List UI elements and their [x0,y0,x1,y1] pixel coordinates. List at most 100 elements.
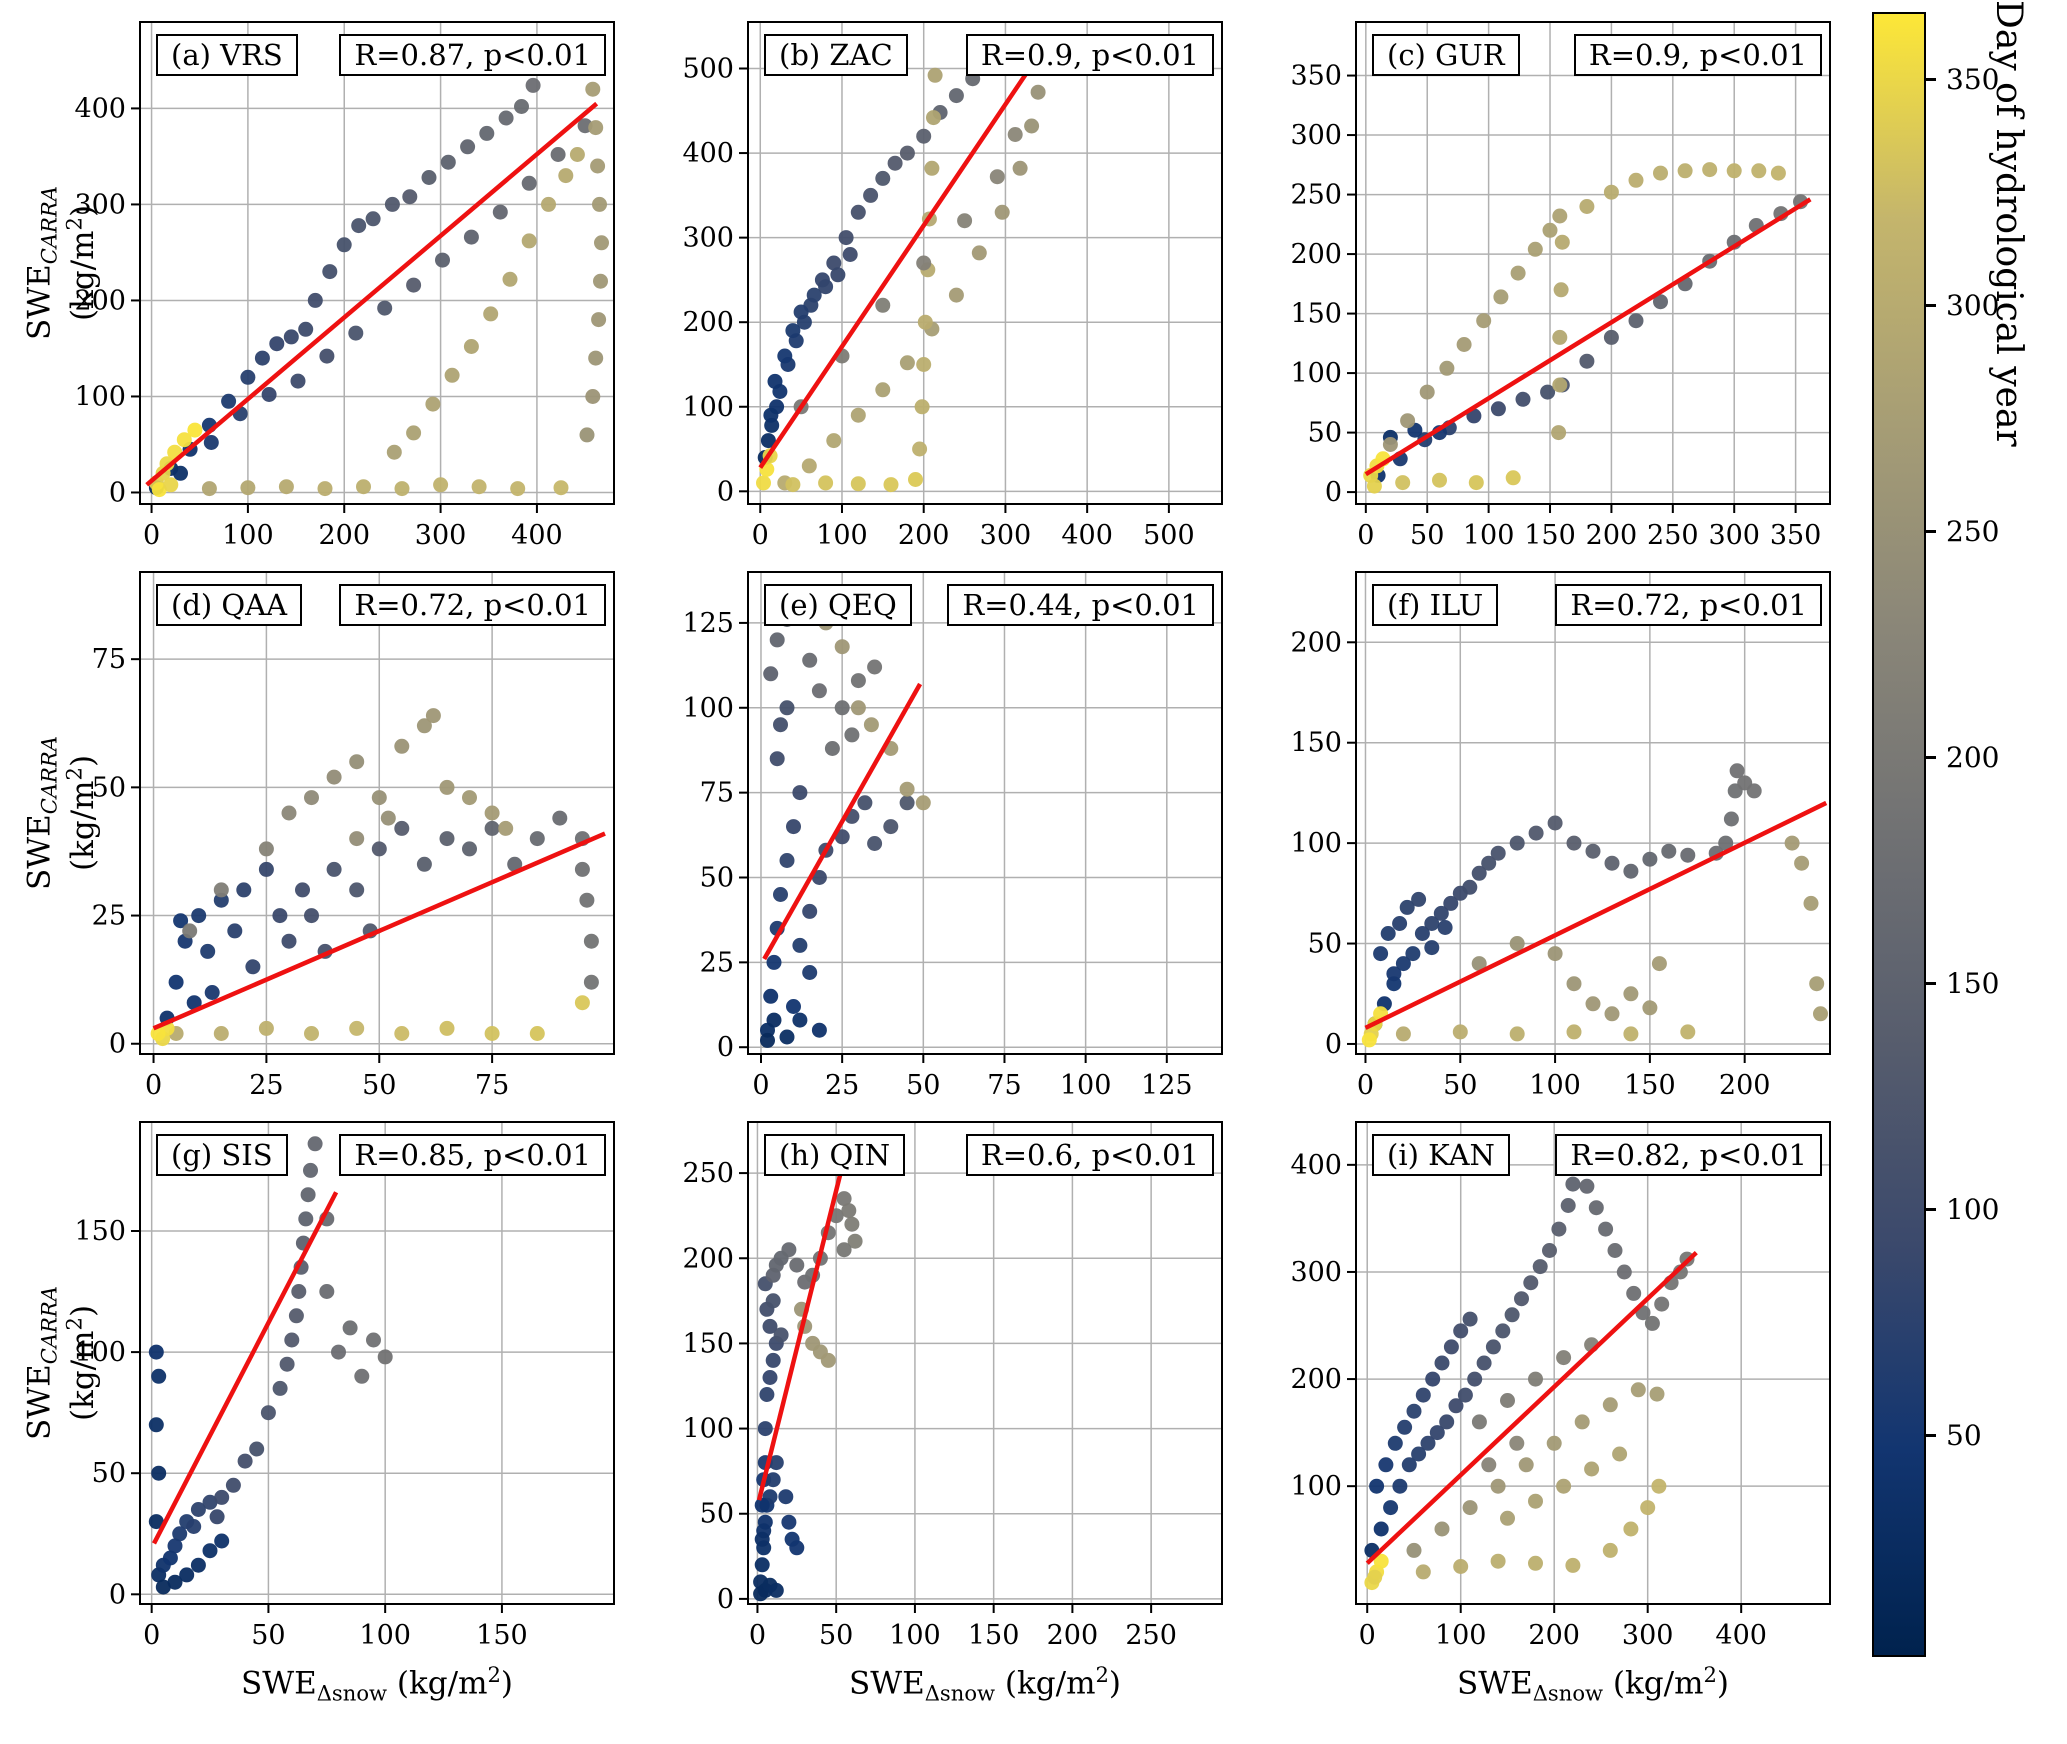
data-point [552,810,568,826]
data-point [786,819,801,835]
data-point [349,754,365,770]
y-tick-label: 100 [1290,358,1342,389]
data-point [380,810,396,826]
data-point [1429,1425,1445,1441]
panel-g-sis: 0 50 100 150 0 50 100 150 (g) SIS R=0.85, p<0.0… [22,1106,628,1721]
data-point [1481,1457,1497,1473]
data-point [1500,1510,1515,1526]
data-point [492,204,508,220]
data-point [371,841,387,857]
plot-border [139,1121,615,1605]
data-point [1456,337,1472,352]
data-point [444,367,460,383]
fit-line [1364,800,1828,1030]
data-point [298,321,314,337]
data-point [300,1187,316,1203]
data-point [406,277,422,293]
y-tick-label: 0 [109,477,126,508]
data-point [1616,1264,1632,1280]
data-point [281,933,297,949]
data-point [186,1519,202,1534]
data-point [778,1489,794,1505]
data-point [785,323,801,339]
x-axis-title: SWEΔsnow (kg/m2) [240,1662,514,1706]
scatter-plot-b: 0 100 200 300 400 500 0 100 200 300 400 500 [682,21,1223,551]
y-tick-label: 100 [682,1414,734,1445]
data-point [1661,843,1677,859]
colorbar-ticks: 50 100 150 200 250 300 350 [1872,12,2067,1657]
x-tick-label: 100 [889,1620,941,1651]
plot-area [150,708,606,1047]
data-point [924,160,940,176]
data-point [529,831,545,847]
data-point [1552,329,1568,345]
data-point [1603,329,1619,345]
y-tick-label: 150 [1290,299,1342,330]
data-point [585,389,601,404]
data-point [574,861,590,877]
plot-area [1363,162,1812,494]
fit-line [762,682,923,961]
x-tick-label: 200 [1586,520,1638,551]
fit-line [152,831,606,1031]
y-tick-label: 100 [1290,1471,1342,1502]
data-point [249,1441,265,1457]
data-point [875,297,891,313]
data-point [759,1387,775,1402]
data-point [1467,1371,1483,1387]
x-tick-label: 350 [1770,520,1822,551]
data-point [1007,127,1023,142]
data-point [510,481,526,497]
data-point [1490,401,1506,417]
y-tick-label: 0 [717,476,734,507]
data-point [1434,1355,1450,1371]
x-tick-label: 100 [1463,520,1515,551]
data-point [214,1533,230,1549]
data-point [1746,783,1762,799]
data-point [802,965,818,980]
plot-border [747,571,1223,1055]
data-point [1400,413,1416,429]
y-tick-label: 300 [682,223,734,254]
data-point [394,738,410,754]
y-tick-label: 250 [1290,180,1342,211]
data-point [841,1203,857,1219]
data-point [912,441,928,457]
plot-border [139,571,615,1055]
y-tick-label: 200 [1290,1364,1342,1395]
plot-area [148,1136,393,1595]
x-tick-label: 100 [1435,1620,1487,1651]
y-tick-label: 150 [74,1216,126,1247]
data-point [1373,946,1389,962]
data-point [1718,835,1734,851]
data-point [1495,1323,1511,1339]
data-point [766,954,782,970]
x-tick-label: 400 [1061,520,1113,551]
plot-border [1355,571,1831,1055]
y-tick-label: 50 [1308,929,1342,960]
data-point [1424,940,1440,956]
data-point [820,1352,836,1368]
data-point [591,312,607,328]
y-tick-label: 250 [682,1158,734,1189]
x-tick-label: 50 [819,1620,853,1651]
data-point [1514,1291,1529,1307]
y-tick-label: 125 [682,608,734,639]
data-point [1414,926,1430,941]
data-point [1628,313,1644,329]
data-point [258,841,274,857]
data-point [202,1494,218,1510]
plot-border [1355,1121,1831,1605]
data-point [875,382,891,398]
data-point [290,373,306,389]
data-point [162,1550,178,1566]
data-point [875,170,891,186]
panel-a-vrs: 0 100 200 300 400 0 100 200 300 400 (a) VRS R=0.8… [22,6,628,556]
panel-stats: R=0.72, p<0.01 [339,584,606,627]
data-point [406,425,422,441]
plot-area [1364,1159,1698,1591]
data-point [1528,1493,1543,1509]
data-point [1626,1285,1642,1301]
plot-area [760,605,931,1048]
